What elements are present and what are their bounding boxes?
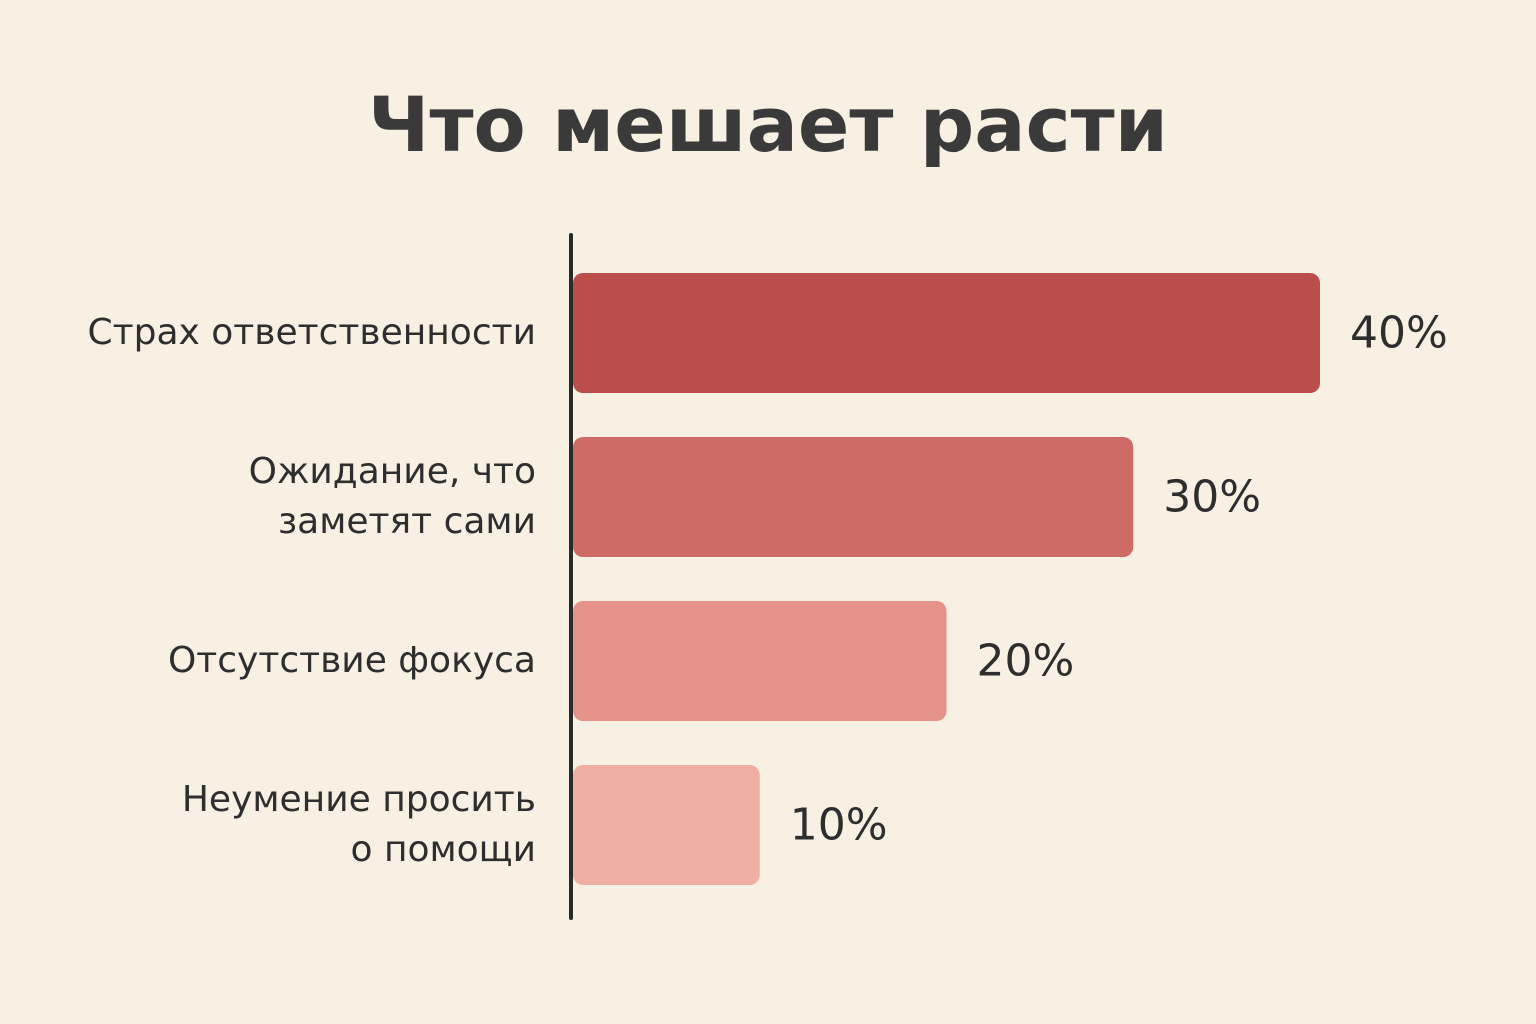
category-label: Неумение просить о помощи [181,779,536,870]
category-label: Отсутствие фокуса [167,640,536,681]
category-label: Страх ответственности [87,312,537,353]
bar [573,601,947,721]
value-label: 10% [789,799,888,851]
category-label: Ожидание, что заметят сами [248,451,536,542]
chart-title: Что мешает расти [368,80,1168,169]
bar [573,765,760,885]
bar [573,437,1134,557]
value-label: 40% [1350,307,1448,359]
value-label: 30% [1163,471,1262,523]
bar [573,273,1320,393]
value-label: 20% [976,635,1075,687]
